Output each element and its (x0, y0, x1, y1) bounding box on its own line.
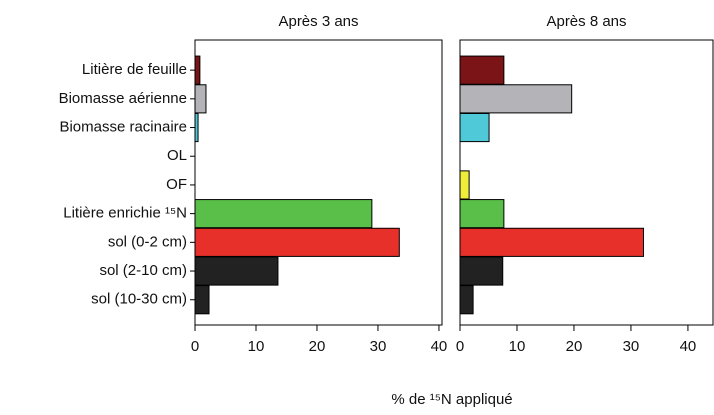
bar (459, 55, 505, 85)
y-tick-label: OL (167, 147, 187, 164)
panel-title: Après 3 ans (278, 13, 358, 30)
y-tick-label: OF (166, 176, 187, 193)
bar (459, 256, 504, 286)
x-tick-label: 40 (431, 338, 448, 355)
x-axis-label: % de ¹⁵N appliqué (391, 391, 512, 408)
bar (194, 285, 210, 315)
y-tick-label: Biomasse aérienne (59, 90, 187, 107)
bar (194, 55, 201, 85)
x-tick-label: 10 (509, 338, 526, 355)
bar (459, 199, 505, 229)
x-tick-label: 30 (370, 338, 387, 355)
x-tick-label: 40 (680, 338, 697, 355)
x-tick-label: 10 (248, 338, 265, 355)
panel-title: Après 8 ans (546, 13, 626, 30)
bar (459, 84, 573, 114)
bar (459, 170, 470, 200)
bar (194, 256, 279, 286)
panel-frame (194, 39, 443, 326)
panel-frame (459, 39, 714, 326)
bar (459, 112, 490, 143)
y-tick-label: Litière enrichie ¹⁵N (63, 205, 187, 222)
x-tick-label: 20 (566, 338, 583, 355)
y-tick-label: Litière de feuille (82, 61, 187, 78)
bar (194, 199, 373, 229)
y-tick-label: sol (10-30 cm) (91, 291, 187, 308)
x-tick-label: 20 (309, 338, 326, 355)
x-tick-label: 0 (456, 338, 464, 355)
y-tick-label: sol (2-10 cm) (99, 262, 187, 279)
bar (459, 227, 644, 257)
bar (459, 285, 474, 315)
y-tick-label: sol (0-2 cm) (108, 233, 187, 250)
bar (194, 84, 207, 114)
x-tick-label: 0 (191, 338, 199, 355)
bar (194, 227, 400, 257)
y-tick-label: Biomasse racinaire (59, 119, 187, 136)
x-tick-label: 30 (623, 338, 640, 355)
